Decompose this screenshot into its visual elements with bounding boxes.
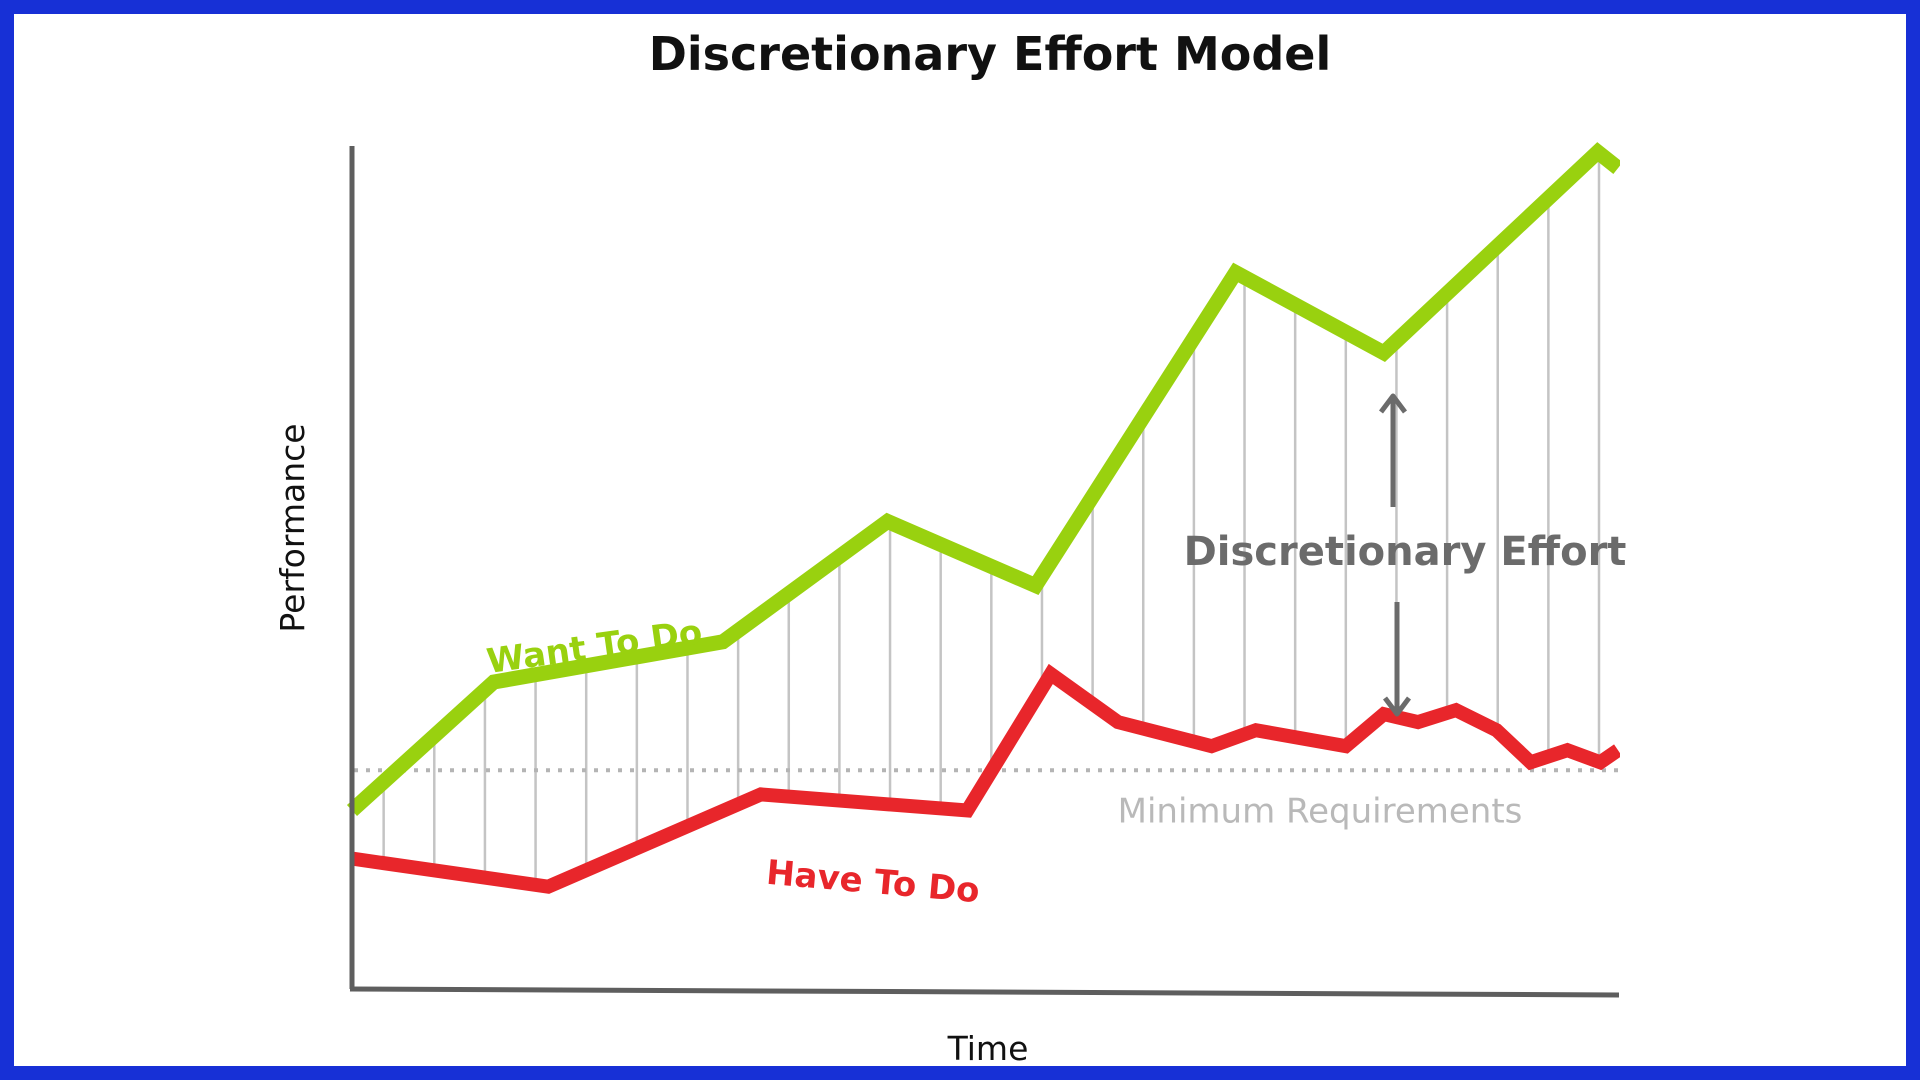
series-lines: [346, 142, 1620, 894]
discretionary-effort-label: Discretionary Effort: [1184, 529, 1627, 575]
gap-arrow-down: [1383, 602, 1411, 717]
have-to-do-line: [351, 663, 1620, 894]
y-axis-label: Performance: [273, 423, 312, 632]
have-to-do-label: Have To Do: [765, 853, 982, 911]
want-to-do-line: [346, 142, 1620, 817]
chart-title: Discretionary Effort Model: [649, 27, 1332, 81]
x-axis-label: Time: [947, 1029, 1029, 1068]
minimum-requirements-label: Minimum Requirements: [1118, 791, 1523, 831]
x-axis: [349, 986, 1620, 998]
gap-arrow-up: [1379, 393, 1407, 507]
